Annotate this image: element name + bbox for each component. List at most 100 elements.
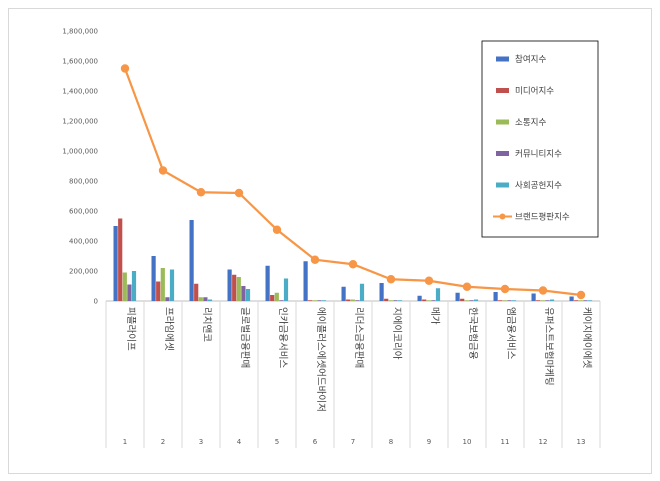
bar	[131, 271, 137, 301]
bar	[279, 300, 284, 301]
line-point	[500, 284, 510, 294]
bar	[455, 292, 460, 301]
legend-swatch	[496, 151, 509, 156]
bar	[578, 300, 583, 301]
line-point	[424, 276, 434, 285]
category-number: 2	[161, 438, 165, 446]
bar	[207, 299, 213, 301]
category-label: 피플라이프	[125, 307, 136, 351]
y-tick-label: 0	[94, 298, 98, 306]
label-layer: 피플라이프 1 프라임에셋 2 리치앤코 3 글로벌금융판매 4 인카금융서비스 5 에이플러스에셋…	[123, 307, 592, 446]
bar	[303, 261, 308, 301]
category-number: 7	[351, 438, 355, 446]
bar	[308, 300, 313, 301]
bar	[431, 300, 436, 301]
y-tick-label: 1,200,000	[62, 118, 98, 126]
bar	[469, 300, 474, 301]
bar	[569, 296, 574, 301]
category-number: 1	[123, 438, 127, 446]
bar	[113, 226, 118, 301]
y-tick-label: 600,000	[69, 208, 98, 216]
category-number: 11	[501, 438, 510, 446]
legend-swatch	[496, 182, 509, 188]
bar	[531, 293, 536, 301]
y-tick-label: 200,000	[69, 268, 98, 276]
bar	[379, 283, 384, 301]
legend-swatch	[496, 88, 509, 93]
bar	[422, 299, 427, 301]
bar	[545, 300, 550, 301]
category-number: 13	[577, 438, 586, 446]
y-tick-label: 1,800,000	[62, 28, 98, 36]
bar	[473, 299, 479, 301]
legend-label: 사회공헌지수	[515, 181, 562, 191]
y-tick-label: 1,400,000	[62, 88, 98, 96]
bar	[283, 278, 289, 301]
legend-label: 미디어지수	[515, 86, 554, 97]
category-label: 지에이코리아	[391, 307, 402, 360]
bar	[274, 292, 279, 301]
line-point	[272, 225, 282, 234]
bar	[317, 300, 322, 301]
category-number: 10	[463, 438, 472, 446]
bar	[574, 300, 579, 301]
bar	[511, 300, 517, 301]
bar	[359, 283, 365, 301]
line-point	[386, 275, 396, 284]
y-tick-label: 1,000,000	[62, 148, 98, 156]
category-label: 리더스금융판매	[353, 307, 364, 368]
line-point	[196, 188, 206, 197]
bar	[232, 274, 237, 301]
legend-marker	[499, 213, 506, 220]
line-point	[538, 286, 548, 295]
bar	[270, 295, 275, 301]
bar	[393, 300, 398, 301]
line-point	[310, 255, 320, 264]
category-number: 5	[275, 438, 279, 446]
category-label: 엠금융서비스	[505, 307, 517, 360]
bar	[498, 300, 503, 301]
bar	[536, 300, 541, 301]
bar	[397, 300, 403, 301]
legend-label: 소통지수	[515, 118, 546, 128]
bar	[540, 300, 545, 301]
bar	[341, 286, 346, 301]
bar	[507, 300, 512, 301]
legend-label: 참여지수	[515, 54, 546, 65]
bar	[587, 300, 593, 301]
category-number: 8	[389, 438, 393, 446]
bar	[460, 298, 465, 301]
bar	[426, 300, 431, 301]
bar	[435, 288, 441, 301]
bar	[321, 300, 327, 301]
bar	[227, 269, 232, 301]
bar	[355, 300, 360, 301]
bar	[245, 289, 251, 301]
legend-label: 브랜드평판지수	[515, 212, 570, 223]
bar	[549, 299, 555, 301]
bar	[493, 292, 498, 301]
bar	[151, 256, 156, 301]
category-label: 케이지에이에셋	[581, 307, 592, 368]
legend-swatch	[496, 119, 509, 125]
bar	[236, 277, 241, 301]
bar	[194, 283, 199, 301]
line-point	[120, 64, 130, 73]
bar	[169, 269, 175, 301]
category-label: 에이플러스에셋어드바이저	[315, 307, 326, 412]
category-number: 3	[199, 438, 203, 446]
bar	[241, 286, 246, 301]
y-tick-label: 1,600,000	[62, 58, 98, 66]
bar	[127, 284, 132, 301]
bar	[160, 268, 165, 301]
line-point	[576, 290, 586, 300]
category-number: 4	[237, 438, 242, 446]
line-layer	[120, 64, 586, 300]
category-label: 유퍼스트보험마케팅	[543, 307, 554, 386]
bar	[417, 295, 422, 301]
line-point	[234, 188, 244, 198]
category-label: 한국보험금융	[467, 307, 478, 360]
category-number: 6	[313, 438, 318, 446]
bar	[122, 272, 127, 301]
